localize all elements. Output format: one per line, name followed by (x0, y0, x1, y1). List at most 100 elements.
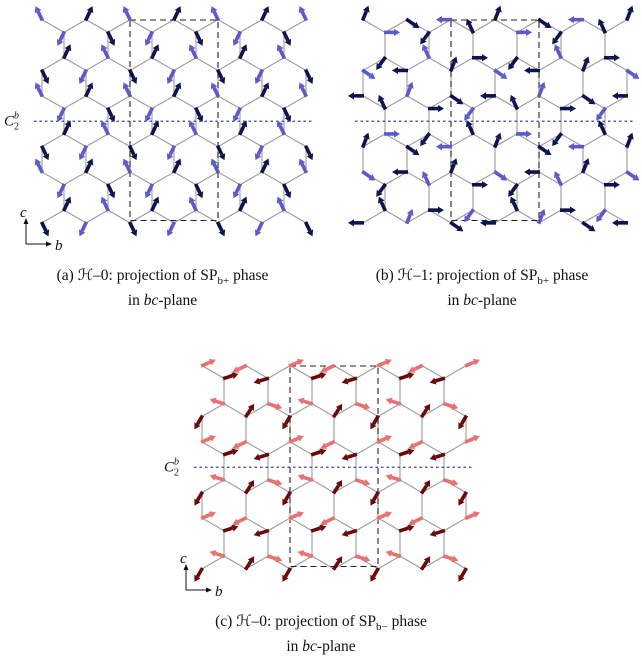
spin-arrow (122, 158, 133, 174)
spin-arrow (361, 68, 376, 79)
spin-arrow (408, 439, 424, 449)
spin-arrow (331, 556, 343, 571)
spin-arrow (39, 221, 50, 237)
bond (245, 365, 269, 379)
spin-arrow (243, 480, 255, 495)
spin-arrow (222, 372, 239, 381)
spin-arrow (232, 30, 243, 46)
spin-arrow (537, 17, 552, 29)
spin-arrows (34, 6, 314, 237)
bond (129, 19, 153, 33)
bond (604, 209, 628, 224)
bond (223, 403, 247, 417)
bond (217, 57, 241, 71)
bond (195, 95, 219, 110)
spin-arrow (428, 206, 444, 214)
spin-arrow (34, 82, 45, 98)
bond (107, 171, 131, 186)
spin-arrow (200, 358, 216, 368)
spin-arrow (149, 196, 160, 212)
spin-arrow (297, 550, 314, 559)
bond (267, 441, 291, 456)
spin-arrow (127, 221, 138, 237)
spin-arrow (193, 183, 204, 199)
spin-arrow (419, 403, 431, 419)
caption-a-sub: b+ (217, 275, 230, 288)
bond (311, 479, 335, 494)
bond (107, 95, 131, 110)
spin-arrow (604, 54, 620, 62)
bond (560, 95, 584, 110)
unit-cell-dashed (450, 19, 540, 222)
spin-arrow (320, 515, 336, 526)
spin-arrow (194, 567, 205, 582)
bond (516, 171, 540, 186)
bond (333, 555, 357, 570)
spin-arrow (625, 169, 640, 181)
spin-arrow (254, 144, 265, 161)
spin-arrow (612, 92, 628, 100)
bond (239, 171, 263, 186)
spin-arrow (127, 68, 138, 84)
bond (107, 19, 131, 33)
bond (428, 133, 452, 148)
spin-arrow (404, 81, 414, 98)
bond (261, 171, 285, 186)
spin-arrow (254, 68, 265, 84)
spin-arrow (331, 403, 343, 419)
spin-arrow (281, 30, 292, 46)
spin-arrow (480, 92, 496, 100)
caption-a-line2: in bc-plane (127, 292, 198, 310)
bond (494, 19, 518, 33)
caption-a: (a) ℋ–0: projection of SPb+ phase in bc-… (0, 266, 325, 310)
bond (604, 19, 628, 33)
spin-arrow (171, 6, 182, 22)
lattice-group (348, 5, 640, 232)
spin-arrow (493, 68, 508, 79)
spin-arrow (282, 414, 293, 430)
spin-arrow (210, 82, 221, 98)
spin-arrow (171, 158, 182, 174)
spin-arrow (405, 17, 420, 29)
lattice-group (34, 6, 314, 237)
bond (604, 133, 628, 148)
spin-arrow (288, 435, 304, 444)
spin-arrow (209, 550, 226, 559)
spin-arrow (354, 401, 371, 410)
bond (283, 95, 307, 110)
spin-arrow (100, 196, 111, 212)
spin-arrow (408, 515, 424, 526)
spin-arrow (303, 221, 314, 237)
spin-arrow (560, 206, 576, 214)
bond (399, 555, 423, 570)
bond (377, 403, 401, 417)
bond (450, 19, 474, 33)
bond (384, 19, 408, 33)
spin-arrow (385, 550, 402, 559)
bond (516, 133, 540, 148)
bond (538, 209, 562, 224)
spin-arrow (276, 120, 287, 136)
bond (428, 57, 452, 71)
bond (494, 95, 518, 110)
bond (443, 365, 467, 379)
unit-cell-dashed (129, 19, 219, 222)
spin-arrow (144, 30, 155, 46)
bond (41, 19, 65, 33)
bond (421, 517, 445, 532)
bond (63, 19, 87, 33)
bond (173, 133, 197, 148)
bond (239, 209, 263, 224)
panel-a: Cb 2 c b (0, 0, 321, 262)
spin-arrow (254, 221, 265, 237)
bond (201, 365, 225, 379)
spin-arrow (320, 363, 336, 373)
spin-arrow (596, 208, 608, 223)
bond (421, 403, 445, 417)
spin-arrow (100, 44, 111, 60)
bond (450, 57, 474, 71)
spin-arrow (516, 130, 532, 138)
bond (217, 209, 241, 224)
spin-arrow (209, 397, 226, 406)
spin-arrow (361, 169, 376, 181)
